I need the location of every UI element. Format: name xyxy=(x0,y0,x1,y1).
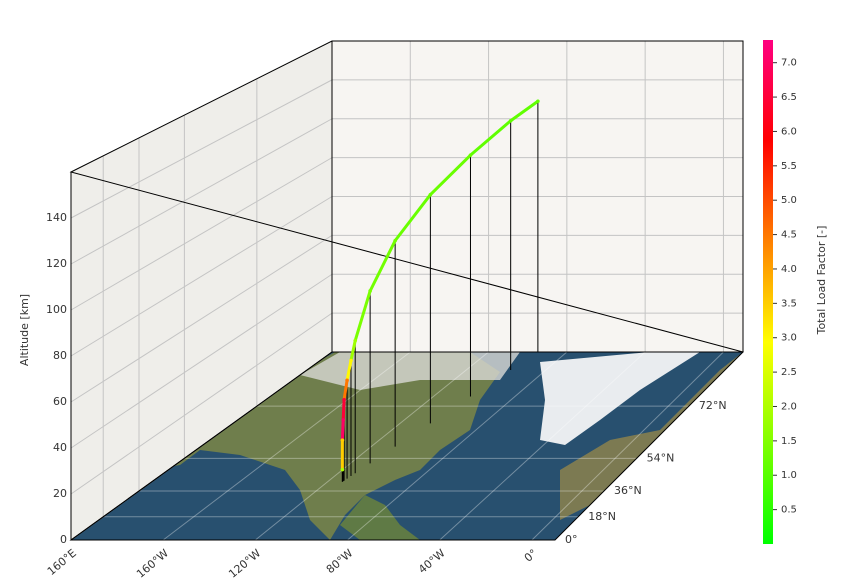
y-tick-label: 54°N xyxy=(647,451,675,464)
y-tick-label: 18°N xyxy=(588,510,616,523)
y-tick-label: 0° xyxy=(565,533,578,546)
grid-line xyxy=(70,79,333,219)
colorbar-tick-label: 2.0 xyxy=(781,401,797,412)
z-tick-label: 120 xyxy=(46,257,67,270)
trajectory-point xyxy=(340,438,345,442)
land xyxy=(150,352,500,540)
land xyxy=(560,352,743,520)
grid-line xyxy=(255,351,489,541)
grid-line xyxy=(70,118,333,265)
grid-line xyxy=(70,196,333,357)
grid-line xyxy=(347,351,568,541)
grid-line xyxy=(162,351,411,541)
colorbar-tick-label: 1.0 xyxy=(781,470,797,481)
z-axis-label: Altitude [km] xyxy=(18,294,31,366)
trajectory-point xyxy=(393,238,397,243)
grid-line xyxy=(70,157,333,311)
x-tick-label: 0° xyxy=(522,547,540,565)
x-tick-label: 80°W xyxy=(324,547,356,577)
trajectory-segment xyxy=(509,99,540,123)
greenland xyxy=(540,352,700,445)
colorbar-tick-label: 3.0 xyxy=(781,333,797,344)
trajectory-point xyxy=(342,397,346,402)
colorbar-tick-label: 1.5 xyxy=(781,436,797,447)
x-tick-label: 160°W xyxy=(134,547,171,581)
y-tick-label: 36°N xyxy=(614,484,642,497)
trajectory-segment xyxy=(345,358,353,382)
trajectory-point xyxy=(345,378,349,383)
y-tick-label: 72°N xyxy=(699,399,727,412)
colorbar-tick-label: 7.0 xyxy=(781,58,797,69)
z-tick-label: 100 xyxy=(46,303,67,316)
land xyxy=(340,495,420,540)
trajectory-point xyxy=(353,338,358,343)
colorbar-tick-label: 4.5 xyxy=(781,230,797,241)
x-tick-label: 40°W xyxy=(416,547,448,577)
z-tick-label: 140 xyxy=(46,211,67,224)
trajectory-point xyxy=(341,418,346,422)
trajectory-segment xyxy=(368,239,397,293)
trajectory-segment xyxy=(341,398,346,422)
colorbar-label: Total Load Factor [-] xyxy=(815,226,828,336)
trajectory-point xyxy=(468,153,473,157)
trajectory-segment xyxy=(340,418,345,442)
left-wall xyxy=(71,41,332,540)
colorbar xyxy=(763,40,773,544)
trajectory-segment xyxy=(393,193,432,243)
trajectory-segment xyxy=(353,289,372,343)
z-tick-label: 40 xyxy=(53,441,67,454)
grid-line xyxy=(70,234,333,403)
trajectory-point xyxy=(340,467,345,472)
z-tick-label: 0 xyxy=(60,533,67,546)
trajectory-point xyxy=(536,99,540,104)
grid-line xyxy=(439,351,646,541)
colorbar-tick-label: 5.5 xyxy=(781,161,797,172)
x-tick-label: 120°W xyxy=(226,547,263,581)
z-tick-label: 60 xyxy=(53,395,67,408)
trajectory-point xyxy=(428,192,433,197)
box-edge xyxy=(70,351,333,541)
colorbar-tick-label: 4.0 xyxy=(781,264,797,275)
colorbar-tick-label: 5.0 xyxy=(781,195,797,206)
trajectory-segment xyxy=(342,378,349,402)
colorbar-tick-label: 2.5 xyxy=(781,367,797,378)
colorbar-tick-label: 0.5 xyxy=(781,505,797,516)
trajectory-segment xyxy=(349,339,357,362)
trajectory-segment xyxy=(428,153,472,197)
colorbar-tick-label: 3.5 xyxy=(781,298,797,309)
colorbar-tick-label: 6.5 xyxy=(781,92,797,103)
trajectory-point xyxy=(349,358,353,363)
z-tick-label: 20 xyxy=(53,487,67,500)
grid-line xyxy=(70,312,333,495)
colorbar-tick-label: 6.0 xyxy=(781,126,797,137)
grid-line xyxy=(70,273,333,449)
trajectory-point xyxy=(508,118,513,123)
x-tick-label: 160°E xyxy=(45,547,79,578)
z-tick-label: 80 xyxy=(53,349,67,362)
grid-line xyxy=(531,351,724,541)
trajectory-point xyxy=(368,289,372,293)
trajectory-segment xyxy=(468,119,513,157)
